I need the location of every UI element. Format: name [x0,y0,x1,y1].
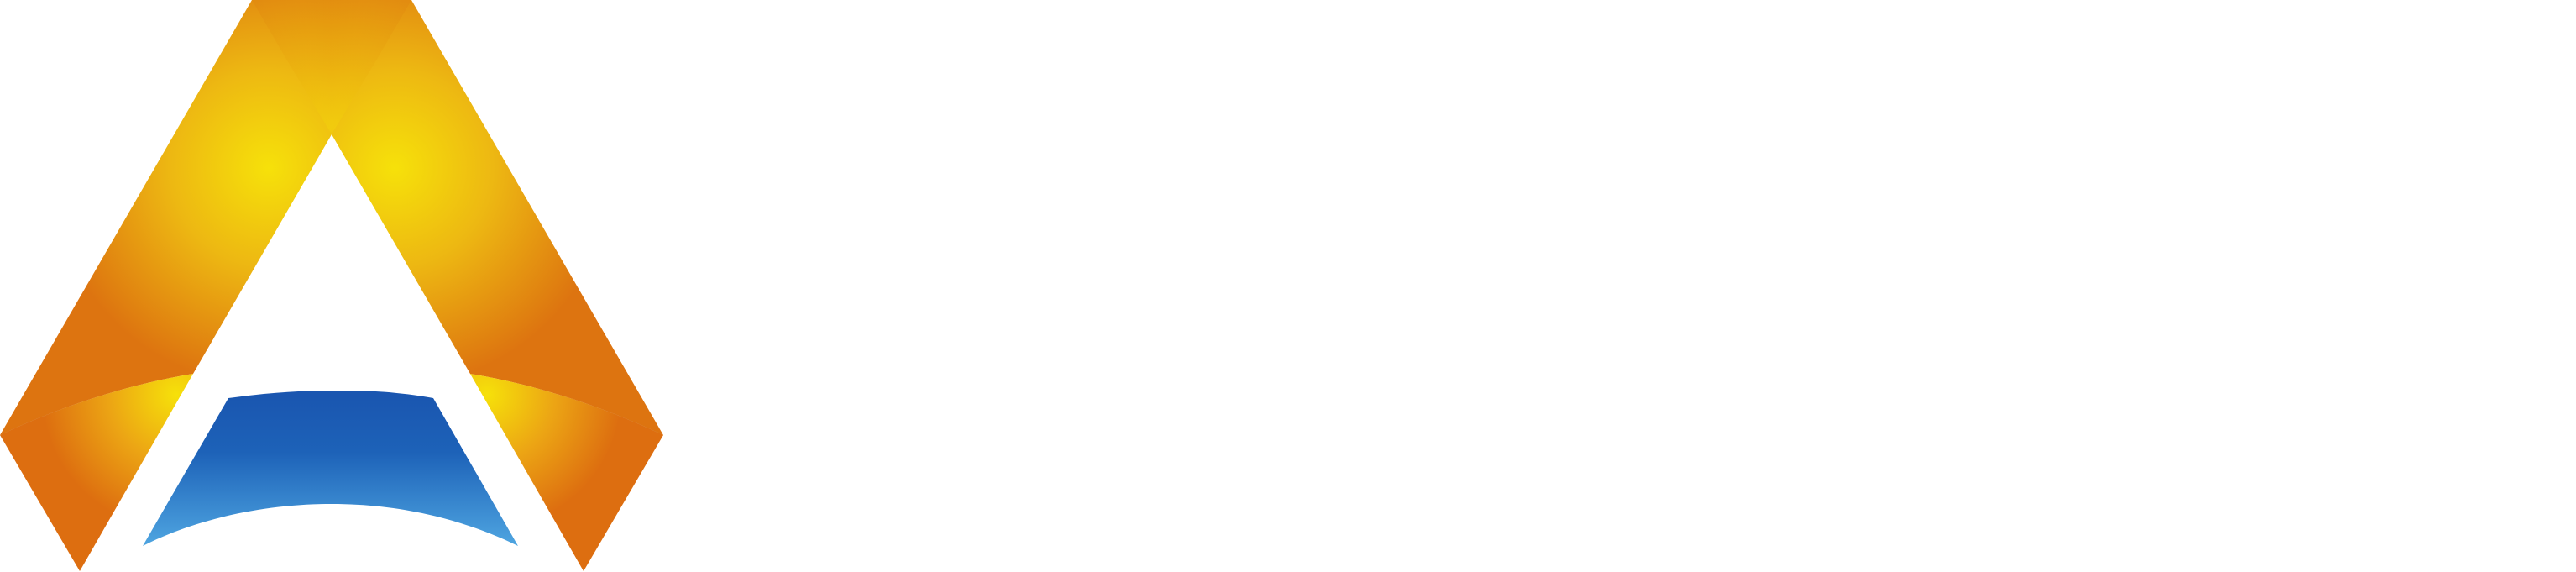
logo-blue-base [143,390,518,546]
logo-leg-right [470,374,663,571]
logo-arch-right [332,0,663,435]
letter-a-logo-icon [0,0,663,572]
logo-arch-left [0,0,332,435]
blank-background [663,0,2576,572]
logo-leg-left [0,374,193,571]
logo-arch-top [252,0,411,134]
logo-graphic [0,0,663,571]
